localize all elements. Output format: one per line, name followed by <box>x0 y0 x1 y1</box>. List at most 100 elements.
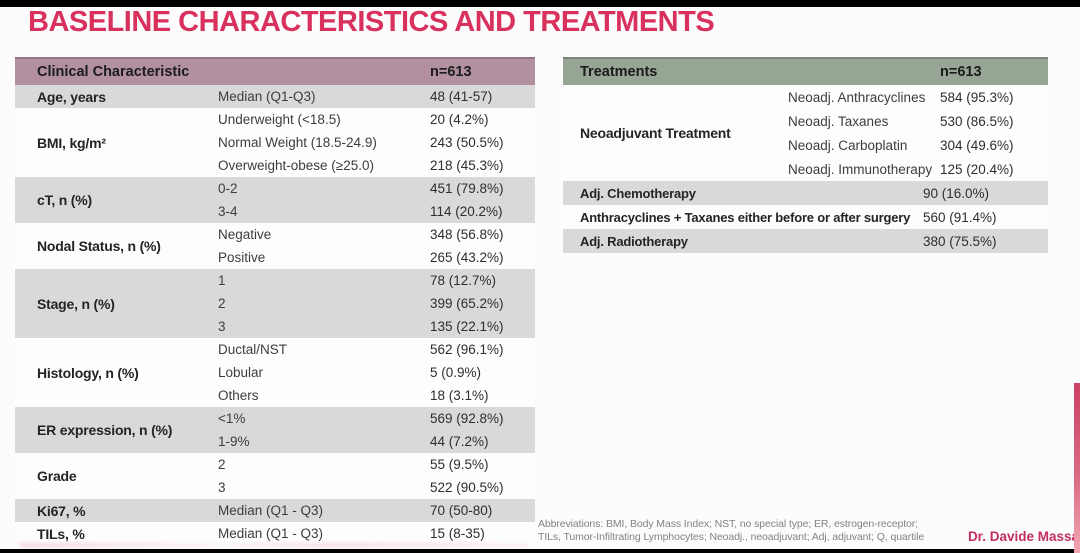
row-value: 562 (96.1%) <box>430 342 504 357</box>
row-label: Anthracyclines + Taxanes either before o… <box>580 209 911 225</box>
row-value: 243 (50.5%) <box>430 135 504 150</box>
table-group: Nodal Status, n (%) Negative 348 (56.8%) Po… <box>15 223 535 269</box>
table-group: BMI, kg/m² Underweight (<18.5) 20 (4.2%) No… <box>15 108 535 177</box>
table-row: Negative 348 (56.8%) <box>218 223 535 246</box>
row-sublabel: 3-4 <box>218 204 238 219</box>
row-sublabel: <1% <box>218 411 246 426</box>
letterbox-top-bar <box>0 0 1080 7</box>
row-sublabel: Median (Q1 - Q3) <box>218 526 324 541</box>
row-value: 530 (86.5%) <box>940 113 1014 129</box>
table-row: Others 18 (3.1%) <box>218 384 535 407</box>
row-value: 584 (95.3%) <box>940 89 1014 105</box>
table-group: Ki67, % Median (Q1 - Q3) 70 (50-80) <box>15 499 535 522</box>
group-rows: 0-2 451 (79.8%) 3-4 114 (20.2%) <box>218 177 535 223</box>
abbreviations-line-2: TILs, Tumor-Infiltrating Lymphocytes; Ne… <box>538 531 925 543</box>
right-edge-accent-bar <box>1074 383 1080 553</box>
row-sublabel: Negative <box>218 227 272 242</box>
table-row: Underweight (<18.5) 20 (4.2%) <box>218 108 535 131</box>
treatments-table-header-row: Treatments n=613 <box>563 57 1048 85</box>
row-label: BMI, kg/m² <box>37 134 106 151</box>
video-compression-artifact <box>20 543 530 547</box>
row-sublabel: 3 <box>218 319 226 334</box>
row-value: 44 (7.2%) <box>430 434 489 449</box>
row-sublabel: Others <box>218 388 259 403</box>
row-label: Stage, n (%) <box>37 295 115 312</box>
table-row: 3-4 114 (20.2%) <box>218 200 535 223</box>
table-group: Age, years Median (Q1-Q3) 48 (41-57) <box>15 85 535 108</box>
row-value: 218 (45.3%) <box>430 158 504 173</box>
row-value: 560 (91.4%) <box>923 209 997 225</box>
row-value: 569 (92.8%) <box>430 411 504 426</box>
table-row: Median (Q1 - Q3) 15 (8-35) <box>218 522 535 545</box>
treatments-table: Treatments n=613 Neoadjuvant Treatment Ne… <box>563 57 1048 253</box>
table-row: 2 55 (9.5%) <box>218 453 535 476</box>
table-group: Histology, n (%) Ductal/NST 562 (96.1%) Lob… <box>15 338 535 407</box>
table-group: cT, n (%) 0-2 451 (79.8%) 3-4 114 (20.2%) <box>15 177 535 223</box>
table-row: 1-9% 44 (7.2%) <box>218 430 535 453</box>
table-row: Neoadj. Taxanes 530 (86.5%) <box>788 109 1048 133</box>
row-sublabel: Neoadj. Immunotherapy <box>788 161 933 177</box>
row-value: 5 (0.9%) <box>430 365 482 380</box>
clinical-table-body: Age, years Median (Q1-Q3) 48 (41-57) BMI, k… <box>15 85 535 545</box>
row-sublabel: 1-9% <box>218 434 250 449</box>
table-group: Grade 2 55 (9.5%) 3 522 (90.5%) <box>15 453 535 499</box>
group-rows: Underweight (<18.5) 20 (4.2%) Normal Weigh… <box>218 108 535 177</box>
row-label: Nodal Status, n (%) <box>37 238 161 254</box>
table-row: Positive 265 (43.2%) <box>218 246 535 269</box>
row-label: Histology, n (%) <box>37 364 139 381</box>
row-value: 18 (3.1%) <box>430 388 489 403</box>
row-sublabel: 2 <box>218 457 226 472</box>
table-row: Overweight-obese (≥25.0) 218 (45.3%) <box>218 154 535 177</box>
row-value: 78 (12.7%) <box>430 273 497 288</box>
row-value: 399 (65.2%) <box>430 296 504 311</box>
table-row: 2 399 (65.2%) <box>218 292 535 315</box>
clinical-table-header-row: Clinical Characteristic n=613 <box>15 57 535 85</box>
row-value: 15 (8-35) <box>430 526 485 541</box>
table-group: TILs, % Median (Q1 - Q3) 15 (8-35) <box>15 522 535 545</box>
treatments-table-header-n: n=613 <box>940 64 982 80</box>
table-row: Neoadj. Carboplatin 304 (49.6%) <box>788 133 1048 157</box>
row-label: Neoadjuvant Treatment <box>580 125 731 141</box>
table-group: Neoadjuvant Treatment Neoadj. Anthracycli… <box>563 85 1048 181</box>
treatments-table-body: Neoadjuvant Treatment Neoadj. Anthracycli… <box>563 85 1048 253</box>
row-value: 55 (9.5%) <box>430 457 489 472</box>
row-label: Adj. Chemotherapy <box>580 185 696 201</box>
row-value: 380 (75.5%) <box>923 233 997 249</box>
abbreviations-line-1: Abbreviations: BMI, Body Mass Index; NST… <box>538 518 918 530</box>
group-rows: 1 78 (12.7%) 2 399 (65.2%) 3 135 (22.1%) <box>218 269 535 338</box>
table-row: Anthracyclines + Taxanes either before o… <box>563 205 1048 229</box>
table-row: Adj. Chemotherapy 90 (16.0%) <box>563 181 1048 205</box>
clinical-table-header-label: Clinical Characteristic <box>37 64 190 80</box>
table-row: <1% 569 (92.8%) <box>218 407 535 430</box>
row-value: 348 (56.8%) <box>430 227 504 242</box>
row-label: Grade <box>37 468 77 484</box>
group-rows: <1% 569 (92.8%) 1-9% 44 (7.2%) <box>218 407 535 453</box>
table-row: Normal Weight (18.5-24.9) 243 (50.5%) <box>218 131 535 154</box>
clinical-characteristics-table: Clinical Characteristic n=613 Age, years… <box>15 57 535 545</box>
table-row: Median (Q1-Q3) 48 (41-57) <box>218 85 535 108</box>
row-sublabel: Lobular <box>218 365 264 380</box>
table-row: 3 135 (22.1%) <box>218 315 535 338</box>
row-label: ER expression, n (%) <box>37 422 173 438</box>
row-sublabel: 1 <box>218 273 226 288</box>
row-sublabel: Normal Weight (18.5-24.9) <box>218 135 377 150</box>
slide-title: BASELINE CHARACTERISTICS AND TREATMENTS <box>28 6 715 38</box>
table-row: 3 522 (90.5%) <box>218 476 535 499</box>
row-value: 48 (41-57) <box>430 89 493 104</box>
row-value: 522 (90.5%) <box>430 480 504 495</box>
table-row: Neoadj. Anthracyclines 584 (95.3%) <box>788 85 1048 109</box>
row-sublabel: 2 <box>218 296 226 311</box>
table-row: Median (Q1 - Q3) 70 (50-80) <box>218 499 535 522</box>
row-sublabel: 3 <box>218 480 226 495</box>
row-sublabel: Underweight (<18.5) <box>218 112 341 127</box>
table-row: Ductal/NST 562 (96.1%) <box>218 338 535 361</box>
row-sublabel: Neoadj. Carboplatin <box>788 137 908 153</box>
row-sublabel: Median (Q1 - Q3) <box>218 503 324 518</box>
clinical-table-header-n: n=613 <box>430 64 472 80</box>
row-sublabel: 0-2 <box>218 181 238 196</box>
table-row: Adj. Radiotherapy 380 (75.5%) <box>563 229 1048 253</box>
row-value: 90 (16.0%) <box>923 185 990 201</box>
row-label: Adj. Radiotherapy <box>580 233 688 249</box>
table-row: 0-2 451 (79.8%) <box>218 177 535 200</box>
row-value: 125 (20.4%) <box>940 161 1014 177</box>
